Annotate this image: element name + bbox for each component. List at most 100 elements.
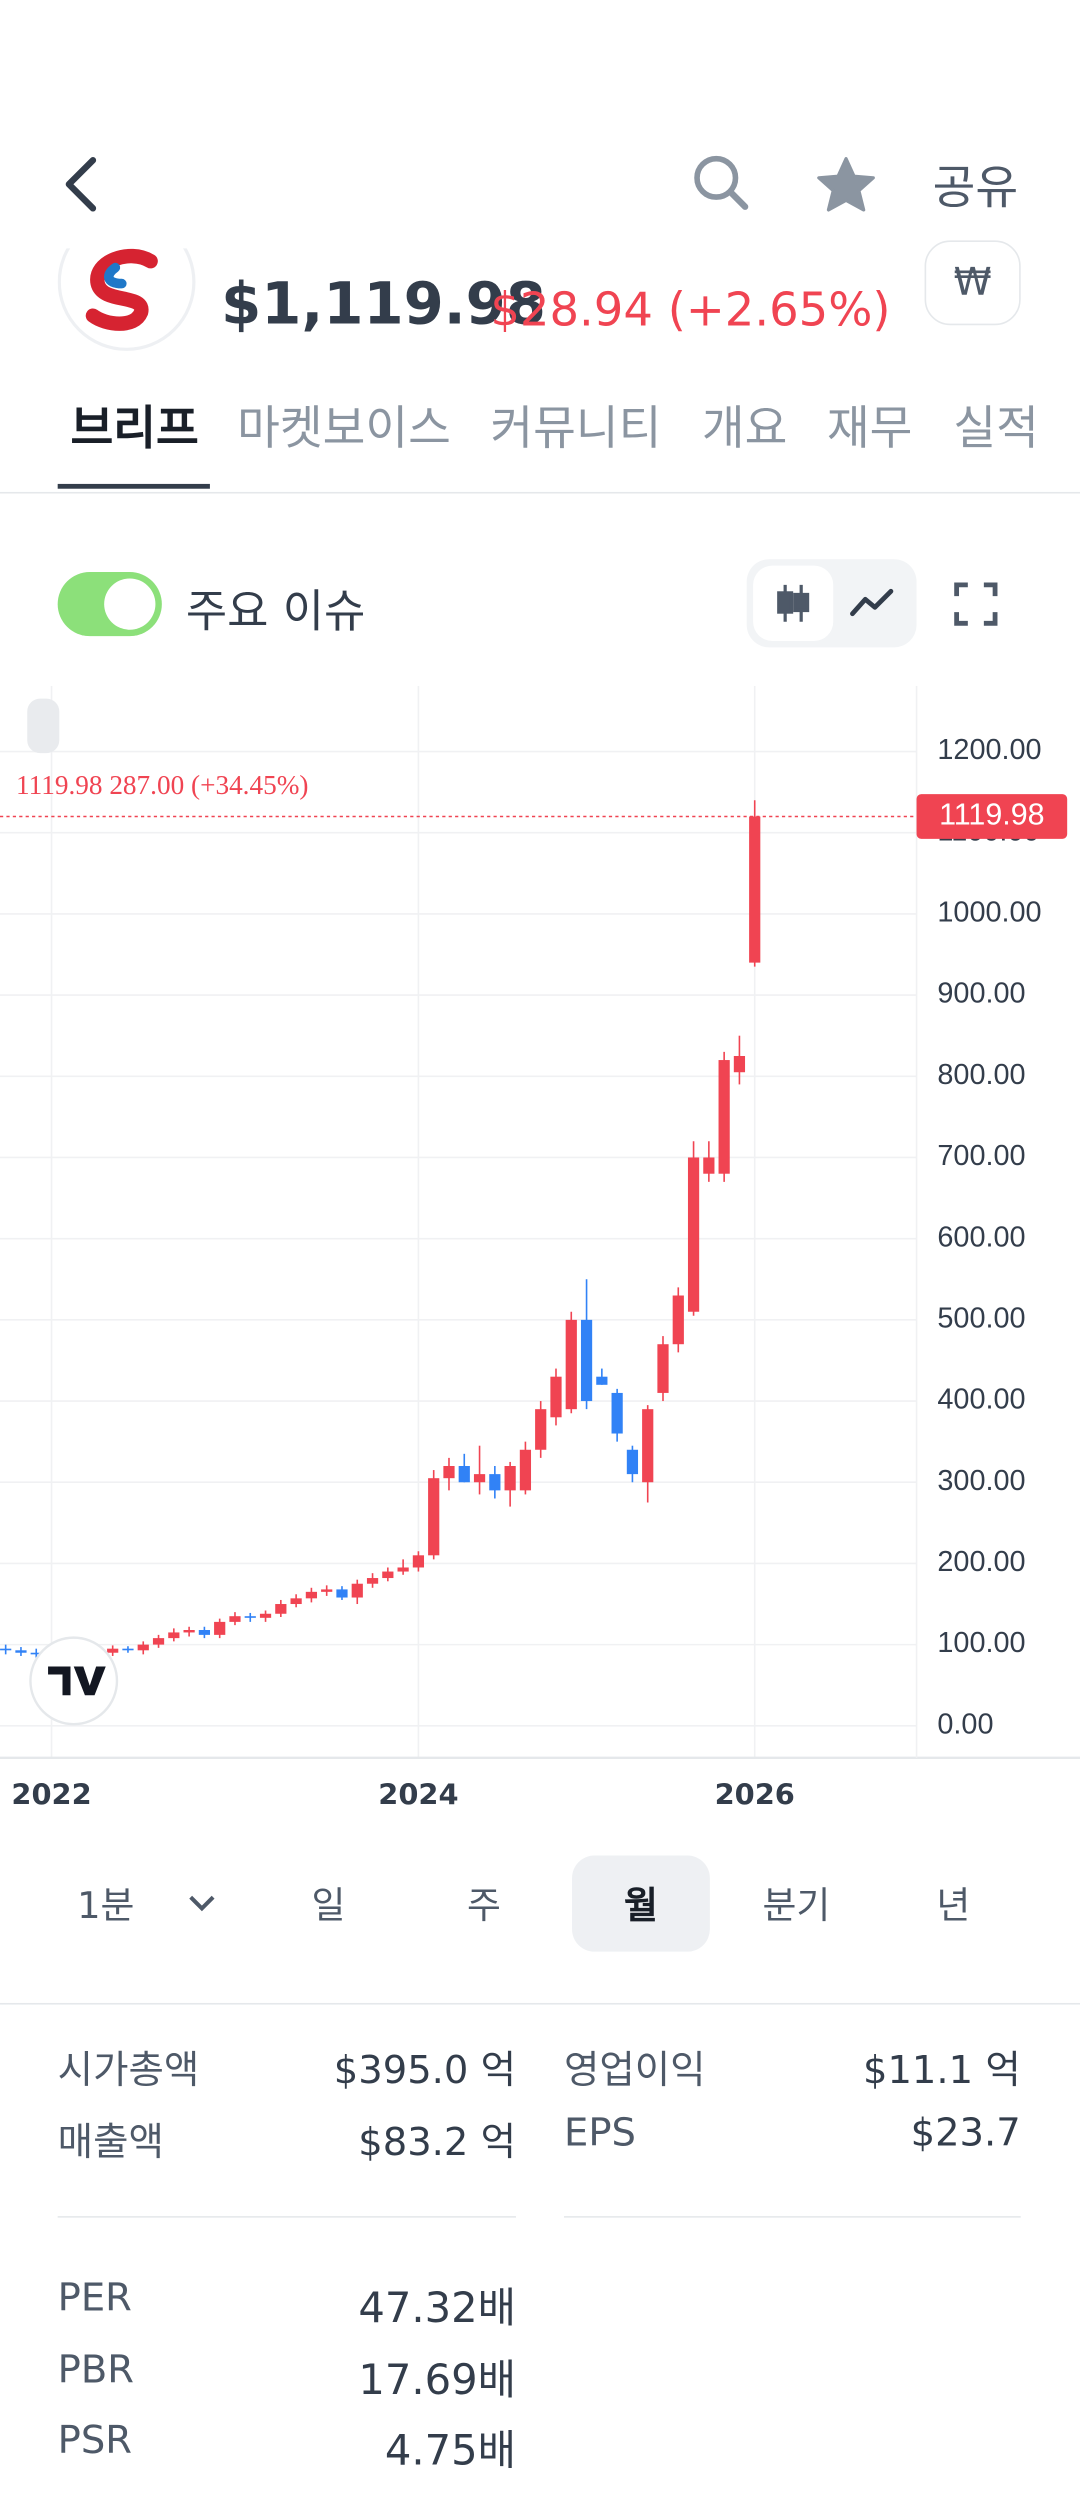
candle-body	[321, 1589, 333, 1592]
candle-body	[443, 1465, 455, 1479]
candle-body	[305, 1591, 318, 1599]
chart-badge	[29, 1636, 119, 1726]
stat-value: $23.7	[910, 2110, 1021, 2156]
candle-body	[366, 1578, 379, 1584]
candle-body	[198, 1630, 211, 1635]
stat-label: 영업이익	[564, 2047, 706, 2093]
y-tick-label: 500.00	[937, 1302, 1025, 1334]
tab[interactable]: 커뮤니티	[490, 400, 662, 456]
candle-body	[244, 1616, 256, 1618]
candle-body	[550, 1376, 562, 1418]
candle-body	[504, 1465, 516, 1491]
candle-body	[183, 1630, 195, 1633]
chart-type-icons[interactable]	[747, 559, 917, 647]
ratio-label: PSR	[57, 2417, 133, 2463]
stat-label: 시가총액	[57, 2047, 200, 2093]
tab[interactable]: 개요	[701, 400, 788, 456]
ratio-label: PER	[57, 2275, 132, 2321]
x-tick-label: 2024	[378, 1777, 458, 1811]
candle-body	[458, 1465, 470, 1483]
period-button[interactable]: 분기	[762, 1885, 831, 1928]
stat-label: EPS	[564, 2110, 636, 2156]
candle-body	[168, 1632, 180, 1639]
period-active-bg	[572, 1855, 710, 1952]
dropdown-icon[interactable]	[186, 1888, 218, 1920]
candle-body	[657, 1344, 669, 1393]
candle-body	[152, 1638, 165, 1645]
candle-body	[687, 1157, 700, 1312]
candle-body	[672, 1295, 684, 1345]
candle-body	[596, 1376, 608, 1385]
y-tick-label: 800.00	[937, 1059, 1025, 1091]
chart-badge-logo	[48, 1666, 106, 1696]
period-button[interactable]: 1분	[77, 1885, 135, 1928]
candle-body	[733, 1055, 746, 1073]
chart-type-group	[746, 559, 917, 648]
price-annotation: 1119.98 287.00 (+34.45%)	[16, 770, 308, 800]
candle-body	[336, 1589, 348, 1598]
candle-body	[107, 1648, 119, 1653]
candle-body	[397, 1567, 409, 1572]
scroll-handle	[27, 698, 60, 754]
candle-body	[473, 1474, 486, 1483]
ratio-label: PBR	[57, 2346, 134, 2392]
ratio-value: 4.75배	[384, 2427, 516, 2476]
candle-body	[15, 1650, 27, 1653]
candle-body	[137, 1644, 149, 1651]
stat-value: $11.1 억	[863, 2047, 1021, 2093]
candle-body	[0, 1648, 12, 1651]
period-button[interactable]: 년	[936, 1885, 971, 1928]
candle-body	[412, 1555, 425, 1568]
candle-body	[718, 1060, 730, 1174]
stat-value: $83.2 억	[358, 2119, 516, 2165]
candle-body	[382, 1571, 394, 1579]
y-tick-label: 400.00	[937, 1384, 1025, 1416]
y-tick-label: 700.00	[937, 1140, 1025, 1172]
share-button[interactable]: 공유	[932, 160, 1019, 215]
search-button[interactable]	[689, 151, 756, 218]
candle-body	[351, 1583, 363, 1598]
candle-body	[535, 1409, 547, 1450]
tab[interactable]: 실적	[953, 400, 1039, 456]
y-tick-label: 900.00	[937, 978, 1025, 1010]
candle-body	[565, 1319, 577, 1410]
period-button[interactable]: 주	[466, 1885, 501, 1928]
candle-body	[214, 1621, 226, 1635]
candle-body	[703, 1157, 715, 1174]
candle-body	[749, 816, 761, 963]
candle-body	[642, 1409, 654, 1483]
back-button[interactable]	[48, 147, 119, 221]
candle-body	[489, 1474, 501, 1491]
last-price-tag: 1119.98	[939, 798, 1045, 832]
y-tick-label: 200.00	[937, 1546, 1025, 1578]
favorite-button[interactable]	[814, 154, 878, 218]
candlestick-chart: 2022 2024 2026 0.00 100.00 200.00 300.00 400.00…	[0, 685, 1080, 1811]
ratio-value: 17.69배	[358, 2356, 516, 2405]
stat-label: 매출액	[57, 2119, 164, 2165]
toggle-label: 주요 이슈	[185, 584, 366, 638]
candle-body	[275, 1604, 287, 1614]
period-button[interactable]: 일	[311, 1885, 346, 1928]
ratio-value: 47.32배	[358, 2284, 516, 2334]
stat-value: $395.0 억	[333, 2047, 516, 2093]
y-tick-label: 300.00	[937, 1465, 1025, 1497]
fullscreen-button[interactable]	[949, 577, 1003, 631]
y-tick-label: 1000.00	[937, 897, 1041, 929]
tab[interactable]: 재무	[826, 400, 913, 456]
x-tick-label: 2026	[715, 1777, 795, 1811]
period-button[interactable]: 월	[623, 1885, 658, 1928]
tab[interactable]: 브리프	[70, 400, 199, 456]
section-divider	[0, 2002, 1080, 2005]
candle-body	[428, 1478, 440, 1556]
issue-toggle[interactable]	[57, 572, 162, 637]
candle-body	[626, 1449, 639, 1475]
candle-body	[229, 1616, 241, 1622]
candle-body	[290, 1598, 302, 1605]
stats-divider	[564, 2216, 1021, 2218]
y-tick-label: 600.00	[937, 1221, 1025, 1253]
tab[interactable]: 마켓보이스	[237, 400, 451, 456]
tab-indicator	[57, 483, 210, 489]
stats-divider	[57, 2216, 516, 2218]
currency-button[interactable]: ₩	[924, 240, 1021, 326]
